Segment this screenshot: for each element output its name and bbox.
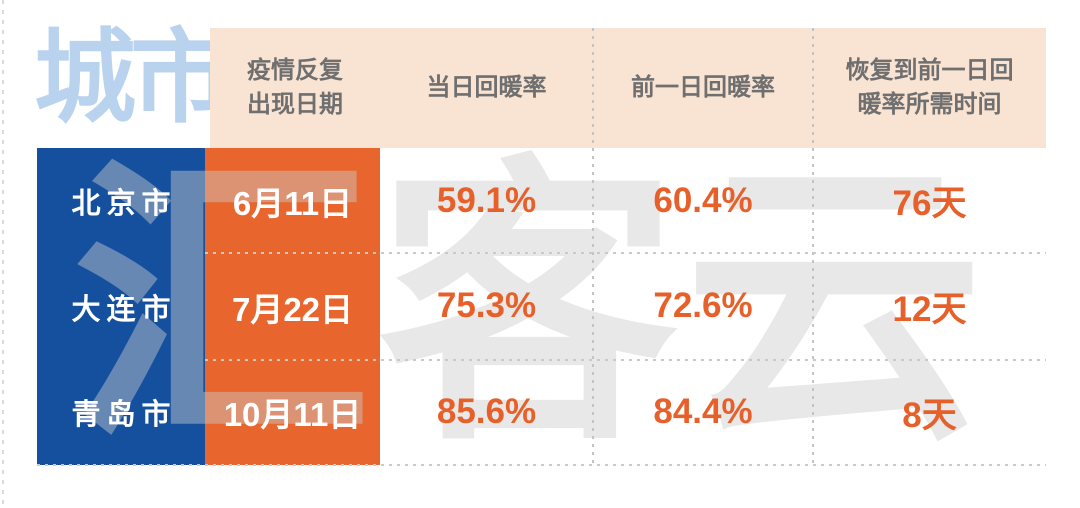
value-cell-r3-same-day: 85.6% bbox=[436, 392, 537, 432]
value-cell-r2-days: 12天 bbox=[892, 289, 967, 329]
table-header-band: 疫情反复 出现日期 当日回暖率 前一日回暖率 恢复到前一日回 暖率所需时间 bbox=[210, 28, 1046, 148]
value-cell-r1-prev-day: 60.4% bbox=[653, 180, 753, 220]
header-recurrence-date: 疫情反复 出现日期 bbox=[247, 57, 343, 118]
value-cell-r1-same-day: 59.1% bbox=[436, 180, 537, 220]
column-divider-dashed-2 bbox=[812, 28, 814, 466]
header-recovery-time: 恢复到前一日回 暖率所需时间 bbox=[845, 57, 1014, 118]
date-cell-row1: 6月11日 bbox=[232, 184, 353, 222]
value-cell-r3-days: 8天 bbox=[902, 395, 957, 435]
header-same-day-rate: 当日回暖率 bbox=[426, 74, 547, 101]
canvas-left-dashed-edge bbox=[2, 0, 4, 508]
value-cell-r2-prev-day: 72.6% bbox=[653, 286, 753, 326]
row-divider-dashed-2 bbox=[205, 359, 1046, 361]
date-cell-row2: 7月22日 bbox=[231, 290, 354, 328]
column-divider-dashed-1 bbox=[592, 28, 594, 466]
city-column-background bbox=[37, 148, 205, 465]
value-cell-r1-days: 76天 bbox=[892, 184, 967, 224]
row-divider-dashed-1 bbox=[205, 252, 1046, 254]
city-column: 北京市 大连市 青岛市 bbox=[37, 148, 205, 465]
city-cell-dalian: 大连市 bbox=[71, 293, 177, 326]
header-previous-day-rate: 前一日回暖率 bbox=[631, 74, 775, 101]
value-cell-r2-same-day: 75.3% bbox=[436, 286, 537, 326]
table-bottom-dashed-border bbox=[37, 464, 1046, 466]
date-column: 6月11日 7月22日 10月11日 bbox=[205, 148, 380, 465]
data-grid: 59.1% 60.4% 76天 75.3% 72.6% 12天 85.6% 84… bbox=[380, 148, 1046, 465]
city-cell-qingdao: 青岛市 bbox=[71, 399, 177, 432]
value-cell-r3-prev-day: 84.4% bbox=[653, 392, 753, 432]
date-cell-row3: 10月11日 bbox=[223, 396, 362, 434]
page-title: 城市 bbox=[34, 21, 232, 135]
date-column-background bbox=[205, 148, 380, 465]
city-cell-beijing: 北京市 bbox=[71, 187, 177, 220]
